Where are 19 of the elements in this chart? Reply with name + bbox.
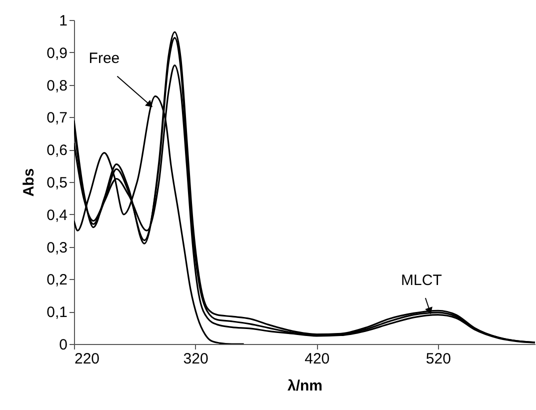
y-tick-label: 0,7: [46, 110, 68, 127]
x-tick-label: 320: [183, 350, 208, 368]
y-tick-label: 0,8: [46, 77, 68, 94]
annotation: MLCT: [401, 272, 442, 289]
y-tick-label: 0: [59, 336, 68, 354]
y-tick-label: 0,2: [46, 272, 68, 289]
y-tick-label: 0,3: [46, 239, 68, 256]
y-tick-label: 0,4: [46, 206, 68, 224]
y-tick-label: 1: [59, 12, 68, 30]
x-axis-title: λ/nm: [287, 378, 323, 394]
x-tick-label: 220: [74, 350, 100, 368]
y-tick-label: 0,1: [46, 304, 68, 322]
x-tick-label: 420: [304, 350, 330, 368]
y-axis-title: Abs: [20, 168, 38, 197]
annotation: Free: [88, 50, 120, 68]
y-tick-label: 0,9: [46, 44, 68, 62]
x-tick-label: 520: [426, 350, 451, 368]
y-tick-label: 0,6: [46, 142, 68, 160]
y-tick-label: 0,5: [46, 174, 68, 192]
